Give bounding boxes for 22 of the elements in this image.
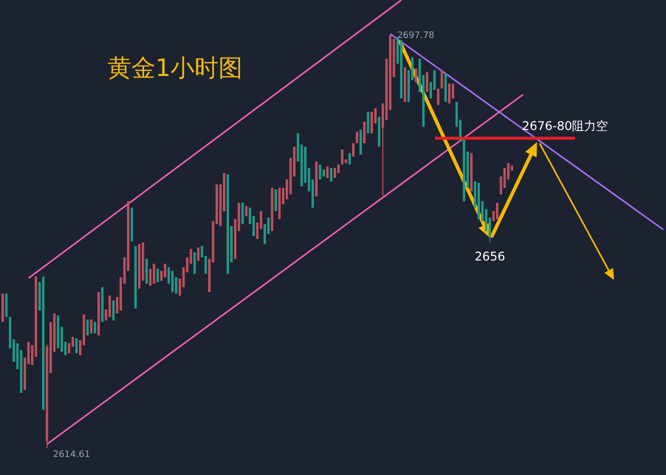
candlestick [112,300,115,321]
candlestick [448,83,450,104]
candlestick [341,149,344,166]
text: 黄金1小时图 [107,54,243,82]
candlestick [496,202,498,220]
candlestick [193,252,196,274]
candlestick [90,318,92,334]
candlestick [330,167,332,182]
annotation: 2656 [474,249,506,264]
candlestick [5,293,8,318]
candlestick [108,295,111,318]
candlestick [86,318,89,336]
annotation: 2697.78 [397,31,435,41]
candlestick [318,164,322,180]
candlestick [197,246,200,262]
candlestick [440,70,444,90]
candlestick [241,202,244,225]
ref-line-label: 2676-80阻力空 [522,119,608,134]
candlestick [352,142,354,158]
candlestick [426,72,428,93]
candlestick [436,88,440,106]
text: 2614.61 [52,450,90,460]
